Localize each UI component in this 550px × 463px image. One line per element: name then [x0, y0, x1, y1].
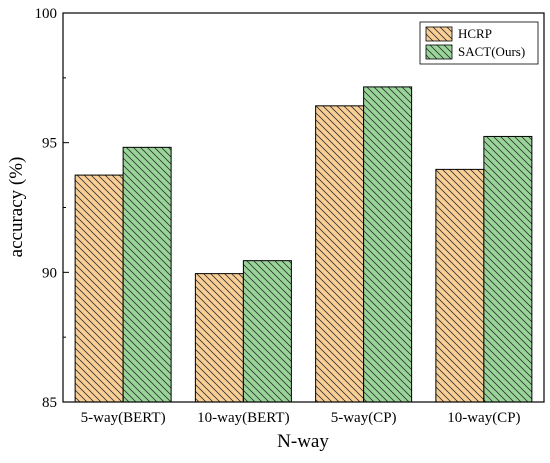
y-tick-label: 85 — [42, 395, 57, 411]
x-tick-label: 10-way(CP) — [447, 410, 520, 426]
y-tick-label: 90 — [42, 265, 57, 281]
bar-sact-3 — [483, 135, 533, 403]
bar-sact-2 — [363, 86, 413, 403]
bars-layer — [74, 86, 533, 403]
x-axis: 5-way(BERT) 10-way(BERT) 5-way(CP) 10-way(C… — [81, 397, 521, 426]
legend: HCRP SACT(Ours) — [419, 21, 539, 65]
legend-swatch-sact — [425, 44, 453, 60]
y-tick-label: 100 — [35, 6, 58, 22]
bar-hcrp-0 — [74, 174, 124, 403]
bar-sact-1 — [242, 260, 292, 403]
bar-hcrp-3 — [435, 168, 485, 403]
x-tick-label: 5-way(CP) — [331, 410, 397, 426]
y-axis: 85 90 95 100 — [35, 6, 69, 411]
bar-hcrp-1 — [194, 273, 244, 403]
legend-label-hcrp: HCRP — [458, 26, 492, 41]
x-tick-label: 10-way(BERT) — [197, 410, 289, 426]
x-axis-label: N-way — [277, 431, 329, 452]
legend-label-sact: SACT(Ours) — [458, 44, 525, 59]
y-tick-label: 95 — [42, 136, 57, 152]
legend-swatch-hcrp — [425, 26, 453, 42]
y-axis-label: accuracy (%) — [6, 157, 27, 258]
bar-hcrp-2 — [315, 105, 365, 403]
bar-sact-0 — [122, 146, 172, 403]
x-tick-label: 5-way(BERT) — [81, 410, 166, 426]
